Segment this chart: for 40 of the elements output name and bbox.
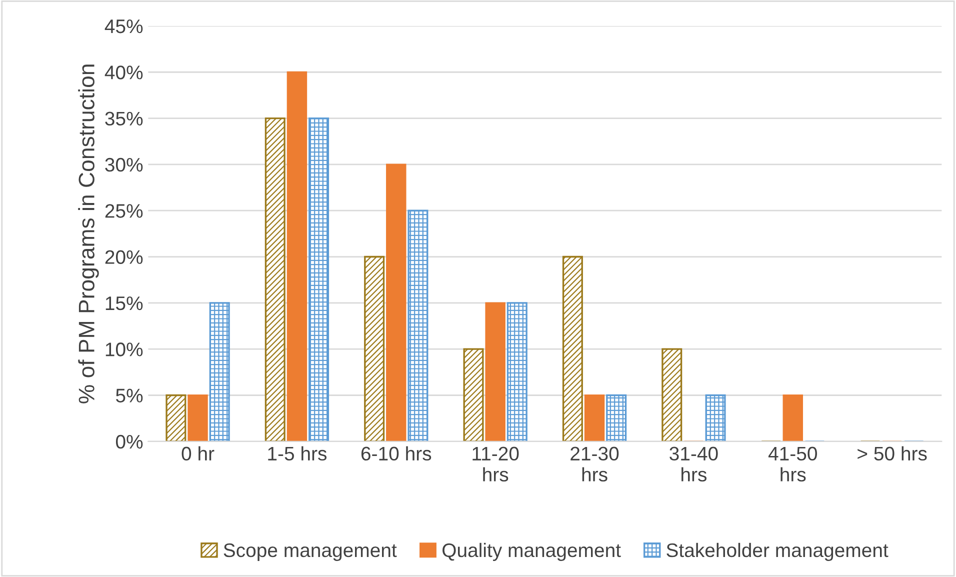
bar [562, 256, 583, 442]
x-tick-label: 31-40 hrs [670, 446, 718, 482]
y-tick-label: 10% [106, 342, 143, 356]
bar [308, 117, 330, 442]
bar [386, 164, 406, 442]
x-tick-label: 1-5 hrs [268, 446, 327, 461]
bar [188, 394, 208, 442]
bar [606, 394, 627, 442]
bar [364, 256, 385, 442]
bar [286, 71, 308, 442]
bar [782, 394, 803, 442]
bar [408, 210, 428, 442]
x-tick-label: 0 hr [182, 446, 214, 461]
bar [662, 348, 682, 442]
x-tick-label: 41-50 hrs [768, 446, 817, 482]
x-tick-label: 11-20 hrs [472, 446, 519, 482]
legend-label: Scope management [224, 543, 397, 561]
y-tick-label: 20% [105, 250, 143, 264]
y-axis-title: % of PM Programs in Construction [78, 64, 99, 404]
bar [463, 348, 484, 442]
legend-label: Stakeholder management [666, 542, 888, 561]
y-tick-label: 35% [105, 112, 143, 126]
y-tick-label: 30% [105, 158, 143, 172]
bar [485, 302, 506, 442]
bar [506, 302, 528, 442]
bar [584, 394, 605, 442]
y-tick-label: 0% [116, 434, 143, 449]
y-tick-label: 40% [104, 66, 143, 80]
x-tick-label: 6-10 hrs [361, 446, 432, 461]
y-tick-label: 25% [105, 204, 143, 218]
bar [705, 394, 726, 442]
y-tick-label: 5% [116, 388, 143, 402]
bar [166, 394, 186, 442]
x-tick-label: > 50 hrs [858, 446, 927, 461]
x-tick-label: 21-30 hrs [570, 446, 619, 482]
bar [264, 117, 286, 442]
legend-label: Quality management [442, 542, 621, 561]
y-tick-label: 45% [104, 20, 143, 34]
bar [209, 302, 230, 442]
y-tick-label: 15% [106, 296, 143, 310]
